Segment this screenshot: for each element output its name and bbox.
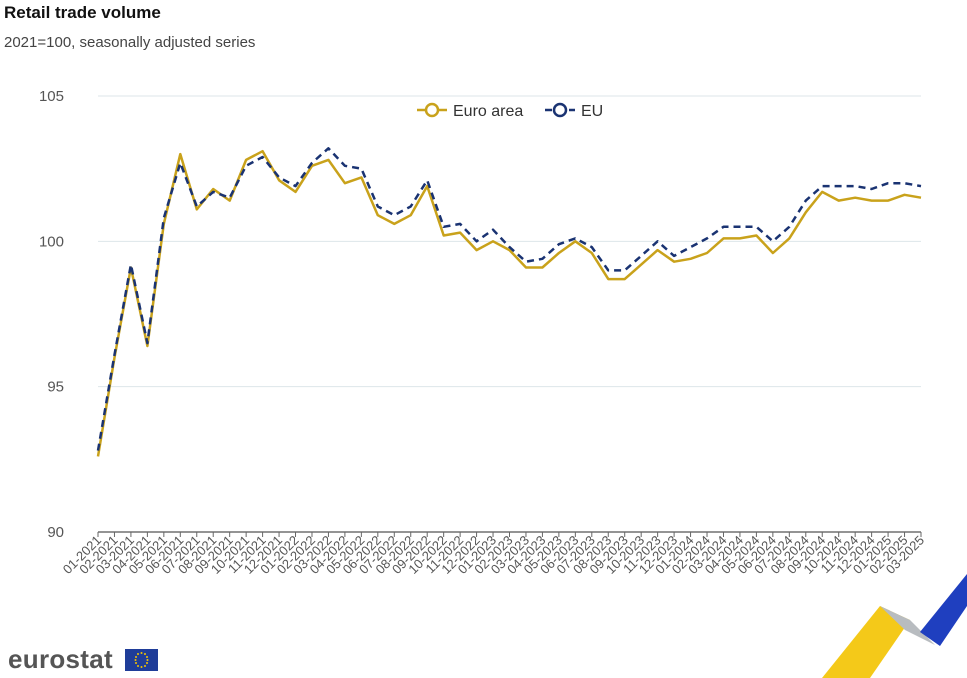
chart-subtitle: 2021=100, seasonally adjusted series — [4, 34, 256, 51]
x-axis-ticks: 01-202102-202103-202104-202105-202106-20… — [60, 532, 927, 577]
series-line-eu[interactable] — [96, 147, 922, 451]
y-tick-label: 90 — [47, 524, 64, 541]
legend-label: EU — [581, 103, 603, 120]
eurostat-logo: eurostat — [8, 644, 113, 674]
legend-marker-icon — [552, 102, 568, 118]
y-tick-label: 100 — [39, 233, 64, 250]
chart-title: Retail trade volume — [4, 3, 161, 22]
legend-item-euro-area[interactable]: Euro area — [417, 102, 523, 120]
eu-flag-icon — [125, 649, 158, 671]
chart-legend[interactable]: Euro area EU — [417, 102, 603, 120]
grid-lines — [98, 95, 921, 388]
y-tick-label: 95 — [47, 379, 64, 396]
y-axis-ticks: 90 95 100 105 — [39, 88, 64, 541]
y-tick-label: 105 — [39, 88, 64, 105]
series-line-euro-area[interactable] — [96, 149, 922, 457]
decorative-ribbon — [822, 574, 967, 678]
legend-marker-icon — [424, 102, 440, 118]
series-lines — [96, 147, 922, 457]
legend-item-eu[interactable]: EU — [545, 102, 603, 120]
legend-label: Euro area — [453, 103, 523, 120]
